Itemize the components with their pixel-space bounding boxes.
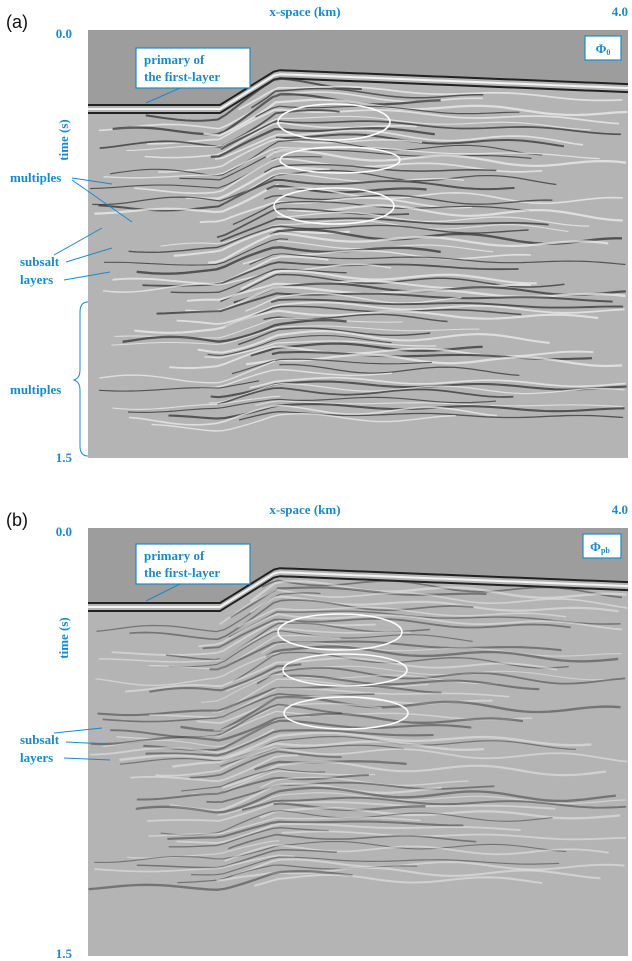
subsalt-label: layers [20, 272, 53, 287]
subsalt-label: layers [20, 750, 53, 765]
panel-label: (b) [6, 510, 28, 530]
panel-b: (b) x-space (km) 4.0 0.0 1.5 time (s) Φp… [6, 502, 628, 961]
x-end-label: 4.0 [612, 502, 628, 517]
x-end-label: 4.0 [612, 4, 628, 19]
y-end-label: 1.5 [56, 450, 73, 465]
y-axis-label: time (s) [56, 119, 71, 161]
panel-label: (a) [6, 12, 28, 32]
y-start-label: 0.0 [56, 26, 72, 41]
y-start-label: 0.0 [56, 524, 72, 539]
multiples-label: multiples [10, 382, 61, 397]
primary-label: primary of [144, 548, 205, 563]
x-axis-label: x-space (km) [269, 4, 340, 19]
y-end-label: 1.5 [56, 946, 73, 961]
subsalt-label: subsalt [20, 254, 60, 269]
x-axis-label: x-space (km) [269, 502, 340, 517]
primary-label: the first-layer [144, 69, 220, 84]
brace [74, 302, 88, 456]
subsalt-label: subsalt [20, 732, 60, 747]
seismic-image [88, 528, 628, 956]
primary-label: the first-layer [144, 565, 220, 580]
figure: (a) x-space (km) 4.0 0.0 1.5 time (s) Φ0… [0, 0, 632, 961]
panel-a: (a) x-space (km) 4.0 0.0 1.5 time (s) Φ0… [6, 4, 628, 465]
seismic-image [88, 30, 628, 458]
multiples-label: multiples [10, 170, 61, 185]
y-axis-label: time (s) [56, 617, 71, 659]
primary-label: primary of [144, 52, 205, 67]
